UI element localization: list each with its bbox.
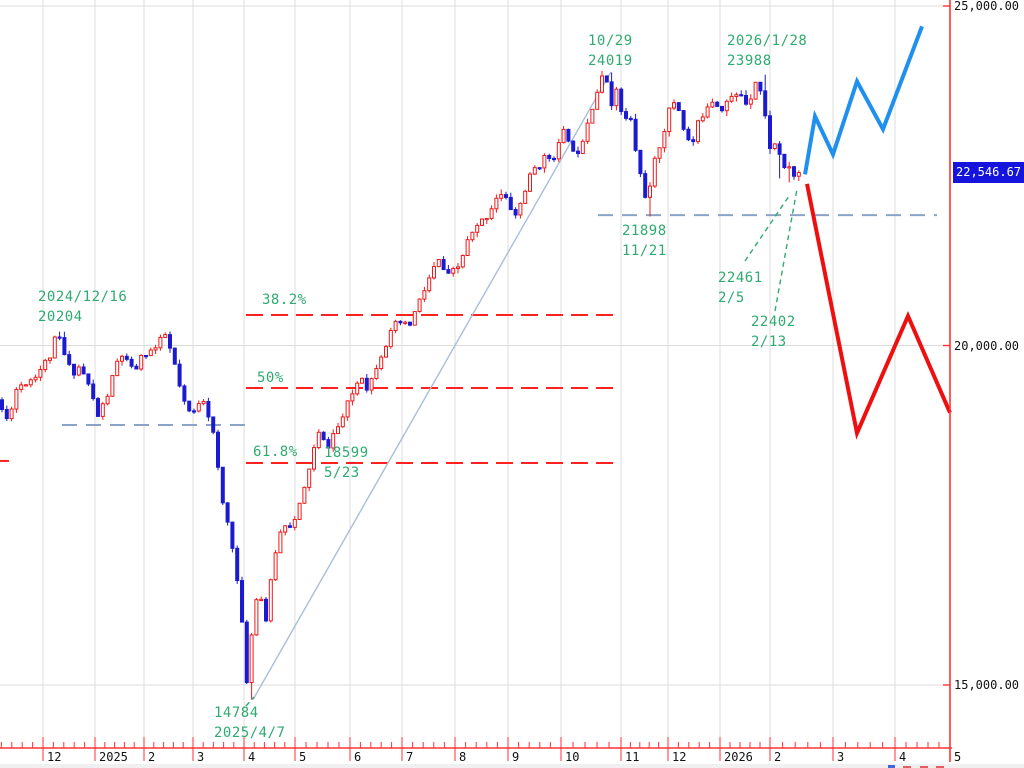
x-axis-month-label: 4 — [899, 750, 907, 764]
x-axis-month-label: 6 — [354, 750, 362, 764]
x-axis-month-label: 12 — [47, 750, 62, 764]
chart-annotation: 50% — [257, 370, 284, 386]
chart-annotation: 38.2% — [262, 292, 307, 308]
footer-mark — [903, 766, 911, 768]
x-axis-month-label: 12 — [672, 750, 687, 764]
chart-annotation: 2024/12/16 20204 — [38, 289, 128, 325]
chart-annotation: 2026/1/28 23988 — [727, 33, 808, 69]
chart-annotation: 14784 2025/4/7 — [214, 705, 286, 741]
x-axis-month-label: 2025 — [99, 750, 128, 764]
y-axis-price-label: 20,000.00 — [954, 338, 1020, 353]
annotation-pointer-line — [744, 195, 790, 262]
x-axis-month-label: 8 — [459, 750, 467, 764]
x-axis-month-label: 9 — [512, 750, 520, 764]
last-price-tag: 22,546.67 — [953, 161, 1024, 183]
chart-annotation: 22461 2/5 — [718, 270, 763, 306]
candlestick-series — [0, 70, 801, 700]
annotation-pointer-line — [245, 696, 255, 707]
bearish-projection-line[interactable] — [805, 183, 952, 440]
x-axis-month-label: 10 — [565, 750, 580, 764]
x-axis-month-label: 4 — [248, 750, 256, 764]
chart-annotation: 22402 2/13 — [751, 314, 796, 350]
y-axis-price-label: 25,000.00 — [954, 0, 1020, 13]
chart-annotation: 18599 5/23 — [324, 445, 369, 481]
x-axis-month-label: 3 — [837, 750, 845, 764]
chart-annotation: 10/29 24019 — [588, 33, 633, 69]
chart-annotation: 21898 11/21 — [622, 223, 667, 259]
trend-line[interactable] — [252, 71, 612, 701]
footer-mark — [920, 766, 928, 768]
x-axis-month-label: 7 — [406, 750, 414, 764]
bullish-projection-line[interactable] — [803, 25, 924, 175]
x-axis-month-label: 5 — [954, 750, 962, 764]
y-axis-price-label: 15,000.00 — [954, 678, 1020, 692]
footer-strip — [0, 764, 1024, 768]
x-axis-month-label: 2 — [148, 750, 156, 764]
x-axis-month-label: 2026 — [724, 750, 753, 764]
x-axis-month-label: 2 — [774, 750, 782, 764]
x-axis-month-label: 11 — [625, 750, 640, 764]
x-axis-month-label: 3 — [197, 750, 205, 764]
footer-mark — [936, 766, 944, 768]
chart-annotation: 61.8% — [253, 444, 298, 460]
footer-square — [888, 765, 895, 768]
x-axis-month-label: 5 — [299, 750, 307, 764]
annotation-pointer-line — [774, 188, 798, 312]
